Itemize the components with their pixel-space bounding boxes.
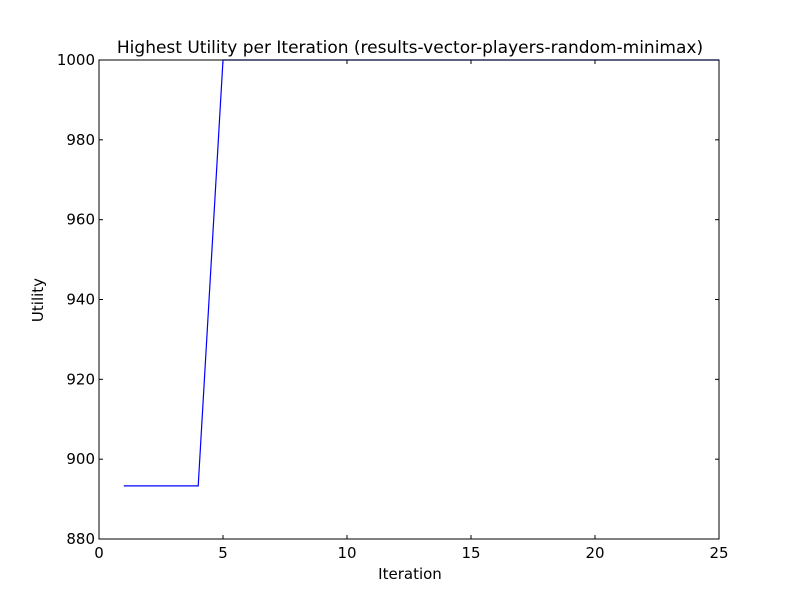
x-tick-label: 0 xyxy=(94,544,104,562)
y-tick-label: 920 xyxy=(66,370,95,388)
y-tick-label: 960 xyxy=(66,211,95,229)
y-tick-label: 1000 xyxy=(57,51,95,69)
x-tick-label: 25 xyxy=(709,544,728,562)
y-tick-label: 900 xyxy=(66,450,95,468)
x-tick-label: 10 xyxy=(337,544,356,562)
chart-title: Highest Utility per Iteration (results-v… xyxy=(117,38,703,58)
x-tick-label: 15 xyxy=(461,544,480,562)
series-line-0 xyxy=(123,59,719,487)
y-tick-label: 940 xyxy=(66,291,95,309)
tick-labels: 0 5 10 15 20 25 880 900 920 940 960 980 1000 xyxy=(57,51,729,562)
x-axis-label: Iteration xyxy=(378,565,442,583)
series-group xyxy=(123,59,719,487)
x-tick-label: 20 xyxy=(585,544,604,562)
plot-frame xyxy=(98,59,720,540)
y-axis-label: Utility xyxy=(29,278,47,322)
axis-ticks xyxy=(98,59,720,540)
x-tick-label: 5 xyxy=(218,544,228,562)
y-tick-label: 880 xyxy=(66,530,95,548)
y-tick-label: 980 xyxy=(66,131,95,149)
